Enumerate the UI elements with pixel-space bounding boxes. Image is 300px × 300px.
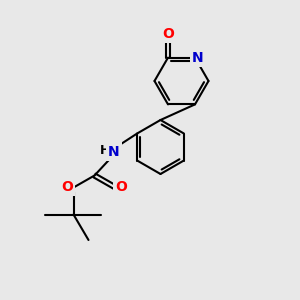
Text: H: H [100, 144, 110, 158]
Text: N: N [108, 145, 120, 158]
Text: O: O [61, 180, 73, 194]
Text: O: O [116, 180, 128, 194]
Text: O: O [162, 27, 174, 40]
Text: N: N [192, 51, 203, 64]
